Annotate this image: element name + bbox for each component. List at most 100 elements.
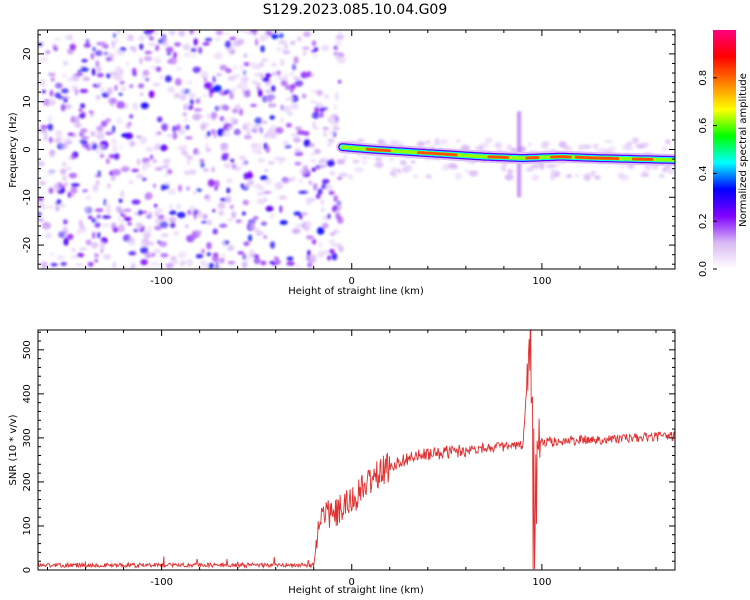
spectrogram-noise-cell bbox=[66, 233, 74, 240]
spectrogram-noise-cell bbox=[83, 43, 91, 48]
spectrogram-noise-cell bbox=[75, 116, 80, 124]
spectrogram-noise-cell bbox=[80, 67, 89, 72]
spectrogram-noise-cell bbox=[38, 211, 42, 217]
spectrogram-noise-cell bbox=[661, 147, 668, 151]
spectrogram-noise-cell bbox=[242, 199, 249, 206]
spectrogram-noise-cell bbox=[145, 192, 153, 200]
spectrogram-noise-cell bbox=[163, 42, 168, 47]
spectrogram-noise-cell bbox=[78, 108, 83, 113]
spectrogram-noise-cell bbox=[529, 164, 539, 169]
spectrogram-noise-cell bbox=[190, 47, 197, 53]
spectrogram-noise-cell bbox=[192, 234, 197, 240]
spectrogram-noise-cell bbox=[327, 255, 331, 261]
spectrogram-noise-cell bbox=[300, 71, 309, 79]
spectrogram-noise-cell bbox=[71, 248, 76, 252]
spectrogram-noise-cell bbox=[347, 173, 354, 180]
spectrogram-noise-cell bbox=[185, 136, 193, 140]
spectrogram-noise-cell bbox=[261, 34, 270, 40]
spectrogram-noise-cell bbox=[106, 158, 110, 165]
colorbar-gradient bbox=[713, 30, 736, 269]
spectrogram-noise-cell bbox=[183, 52, 193, 58]
spectrogram-noise-cell bbox=[245, 93, 249, 98]
spectrogram-noise-cell bbox=[212, 75, 216, 84]
spectrogram-noise-cell bbox=[160, 75, 164, 79]
spectrogram-noise-cell bbox=[190, 205, 195, 213]
spectrogram-x-tick-label: 0 bbox=[349, 276, 355, 287]
spectrogram-noise-cell bbox=[91, 231, 96, 239]
spectrogram-noise-cell bbox=[227, 245, 235, 251]
spectrogram-noise-cell bbox=[267, 103, 277, 108]
spectrogram-noise-cell bbox=[71, 40, 76, 44]
spectrogram-noise-cell bbox=[121, 166, 130, 173]
spectrogram-noise-cell bbox=[265, 73, 272, 78]
spectrogram-noise-cell bbox=[396, 168, 403, 175]
snr-y-tick-label: 500 bbox=[22, 340, 33, 359]
spectrogram-noise-cell bbox=[49, 98, 56, 107]
spectrogram-noise-cell bbox=[258, 142, 262, 151]
spectrogram-noise-cell bbox=[181, 125, 185, 132]
spectrogram-noise-cell bbox=[269, 115, 275, 120]
spectrogram-noise-cell bbox=[261, 58, 269, 62]
spectrogram-x-tick-label: 100 bbox=[532, 276, 551, 287]
spectrogram-noise-cell bbox=[131, 168, 139, 173]
spectrogram-noise-cell bbox=[164, 181, 171, 185]
spectrogram-noise-cell bbox=[222, 131, 231, 137]
spectrogram-noise-cell bbox=[303, 131, 310, 136]
spectrogram-noise-cell bbox=[246, 131, 251, 135]
spectrogram-noise-cell bbox=[214, 105, 220, 111]
spectrogram-noise-cell bbox=[282, 49, 291, 55]
spectrogram-noise-cell bbox=[173, 230, 180, 236]
spectrogram-noise-cell bbox=[114, 84, 118, 91]
spectrogram-noise-cell bbox=[166, 169, 173, 175]
spectrogram-noise-cell bbox=[217, 202, 226, 210]
spectrogram-noise-cell bbox=[322, 178, 330, 185]
spectrogram-noise-cell bbox=[279, 205, 283, 214]
spectrogram-noise-cell bbox=[313, 148, 321, 155]
spectrogram-noise-cell bbox=[174, 78, 182, 86]
spectrogram-noise-cell bbox=[193, 211, 197, 220]
spectrogram-noise-cell bbox=[94, 222, 101, 228]
spectrogram-noise-cell bbox=[182, 112, 187, 117]
spectrogram-noise-cell bbox=[318, 242, 323, 248]
spectrogram-noise-cell bbox=[225, 195, 232, 204]
spectrogram-noise-cell bbox=[128, 251, 136, 255]
spectrogram-noise-cell bbox=[335, 92, 338, 98]
spectrogram-y-tick-label: -10 bbox=[22, 189, 33, 205]
spectrogram-noise-cell bbox=[233, 128, 241, 136]
spectrogram-noise-cell bbox=[193, 108, 203, 112]
spectrogram-noise-cell bbox=[95, 208, 104, 212]
spectrogram-noise-cell bbox=[96, 72, 104, 78]
spectrogram-noise-cell bbox=[219, 223, 228, 228]
spectrogram-noise-cell bbox=[120, 190, 125, 198]
spectrogram-noise-cell bbox=[155, 44, 160, 51]
spectrogram-noise-cell bbox=[333, 44, 338, 51]
spectrogram-noise-cell bbox=[257, 231, 265, 235]
spectrogram-noise-cell bbox=[208, 90, 213, 98]
spectrogram-noise-cell bbox=[221, 104, 229, 111]
spectrogram-noise-cell bbox=[252, 149, 261, 154]
spectrogram-noise-cell bbox=[311, 73, 315, 78]
spectrogram-noise-cell bbox=[108, 97, 117, 105]
spectrogram-noise-cell bbox=[316, 89, 323, 97]
spectrogram-noise-cell bbox=[173, 92, 181, 99]
spectrogram-noise-cell bbox=[92, 184, 99, 192]
spectrogram-noise-cell bbox=[180, 94, 187, 101]
spectrogram-noise-cell bbox=[303, 139, 311, 147]
snr-y-tick-label: 300 bbox=[22, 428, 33, 447]
spectrogram-noise-cell bbox=[206, 197, 212, 202]
spectrogram-noise-cell bbox=[275, 259, 281, 265]
snr-y-tick-label: 0 bbox=[22, 567, 33, 573]
spectrogram-noise-cell bbox=[338, 172, 348, 177]
spectrogram-noise-cell bbox=[82, 76, 91, 82]
spectrogram-noise-cell bbox=[248, 252, 255, 258]
spectrogram-noise-cell bbox=[129, 84, 134, 89]
spectrogram-noise-cell bbox=[250, 103, 257, 108]
spectrogram-noise-cell bbox=[59, 203, 66, 208]
spectrogram-noise-cell bbox=[410, 160, 416, 164]
spectrogram-noise-cell bbox=[257, 157, 266, 163]
spectrogram-noise-cell bbox=[550, 169, 557, 176]
spectrogram-noise-cell bbox=[206, 241, 212, 250]
spectrogram-noise-cell bbox=[195, 253, 204, 259]
spectrogram-noise-cell bbox=[127, 221, 132, 226]
spectrogram-noise-cell bbox=[425, 140, 431, 145]
